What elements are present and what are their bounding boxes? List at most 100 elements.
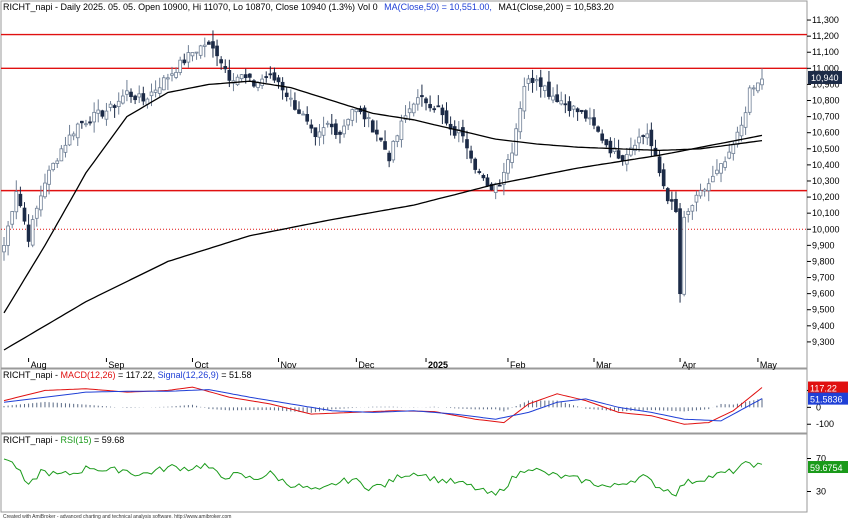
macd-tick-label: -100 xyxy=(816,419,834,429)
candle-body xyxy=(120,95,125,104)
candle-body xyxy=(342,125,346,135)
ma200-label: MA1(Close,200) = 10,583.20 xyxy=(498,2,613,12)
candle-body xyxy=(43,182,47,198)
y-tick-label: 10,800 xyxy=(812,96,840,106)
candle-body xyxy=(747,87,752,113)
candle-body xyxy=(362,107,367,120)
y-tick-label: 9,300 xyxy=(812,337,835,347)
candle-body xyxy=(415,97,420,105)
candle-body xyxy=(297,109,301,114)
candle-body xyxy=(735,131,740,145)
candle-body xyxy=(276,77,281,83)
candle-body xyxy=(268,73,273,76)
candle-body xyxy=(305,114,310,122)
y-tick-label: 11,000 xyxy=(812,63,839,73)
candle-body xyxy=(55,160,60,164)
candle-body xyxy=(510,152,514,163)
macd-header: RICHT_napi - MACD(12,26) = 117.22, Signa… xyxy=(3,370,251,380)
candle-body xyxy=(571,105,576,110)
candle-body xyxy=(600,133,605,141)
candle-body xyxy=(379,137,383,141)
candle-body xyxy=(432,108,437,111)
x-tick-label: Nov xyxy=(281,360,298,370)
candle-body xyxy=(202,44,207,47)
y-tick-label: 11,200 xyxy=(812,31,839,41)
candle-body xyxy=(92,111,96,123)
x-tick-label: Oct xyxy=(194,360,209,370)
candle-body xyxy=(424,98,428,104)
candle-body xyxy=(399,120,404,140)
candle-body xyxy=(10,211,15,225)
candle-body xyxy=(30,219,35,246)
rsi-tick-label: 70 xyxy=(816,454,826,464)
candle-body xyxy=(469,150,473,159)
y-tick-label: 10,100 xyxy=(812,208,840,218)
candle-body xyxy=(506,159,510,174)
candle-body xyxy=(731,144,736,154)
candle-body xyxy=(616,150,621,159)
candle-body xyxy=(346,118,351,126)
candle-body xyxy=(22,207,27,222)
candle-body xyxy=(252,80,256,87)
x-tick-label: May xyxy=(760,360,778,370)
candle-body xyxy=(178,59,183,73)
candle-body xyxy=(219,59,223,64)
candle-body xyxy=(665,188,670,202)
rsi-value-box xyxy=(808,461,848,474)
candle-body xyxy=(75,123,80,139)
y-tick-label: 9,400 xyxy=(812,321,835,331)
candle-body xyxy=(592,117,596,126)
macd-tick-label: 0 xyxy=(816,402,821,412)
candle-body xyxy=(604,139,609,146)
price-panel-frame xyxy=(0,0,808,369)
candle-body xyxy=(6,225,10,246)
candle-body xyxy=(141,93,146,102)
candle-body xyxy=(84,123,88,126)
candle-body xyxy=(477,171,482,173)
candle-body xyxy=(235,76,240,86)
candle-body xyxy=(2,245,6,253)
candle-body xyxy=(751,87,756,90)
price-header: RICHT_napi - Daily 2025. 05. 05. Open 10… xyxy=(3,2,614,12)
candle-body xyxy=(436,105,441,108)
candle-body xyxy=(637,136,641,144)
candle-body xyxy=(522,85,527,112)
price-summary: RICHT_napi - Daily 2025. 05. 05. Open 10… xyxy=(3,2,378,12)
candle-body xyxy=(661,169,666,187)
macd-value-label: 117.22 xyxy=(810,384,837,394)
y-tick-label: 10,200 xyxy=(812,192,840,202)
candle-body xyxy=(674,198,678,212)
candle-body xyxy=(645,133,650,139)
candle-body xyxy=(547,81,551,97)
candle-body xyxy=(686,211,691,215)
y-tick-label: 9,600 xyxy=(812,289,835,299)
candle-body xyxy=(133,95,137,101)
candle-body xyxy=(420,95,424,98)
y-tick-label: 10,900 xyxy=(812,79,840,89)
candle-body xyxy=(137,93,142,98)
y-tick-label: 10,400 xyxy=(812,160,840,170)
candle-body xyxy=(264,76,269,78)
price-panel: 9,300 9,400 9,500 9,600 9,700 9,800 9,900 10,00… xyxy=(1,15,842,370)
candle-body xyxy=(678,208,682,295)
candle-body xyxy=(239,74,244,80)
candle-body xyxy=(411,103,416,114)
candle-body xyxy=(391,140,396,161)
candle-body xyxy=(182,59,187,64)
candle-body xyxy=(440,107,445,116)
candle-body xyxy=(108,103,113,108)
candle-body xyxy=(325,122,330,125)
candle-body xyxy=(284,92,289,98)
candle-body xyxy=(698,190,703,197)
candle-body xyxy=(153,89,158,93)
x-tick-label: Sep xyxy=(108,360,124,370)
candle-body xyxy=(444,110,449,124)
candle-body xyxy=(338,131,342,135)
y-tick-label: 11,300 xyxy=(812,15,839,25)
rsi-value-label: 59.6754 xyxy=(810,463,843,473)
candle-body xyxy=(575,108,580,113)
candle-body xyxy=(34,207,39,219)
candle-body xyxy=(116,100,121,107)
